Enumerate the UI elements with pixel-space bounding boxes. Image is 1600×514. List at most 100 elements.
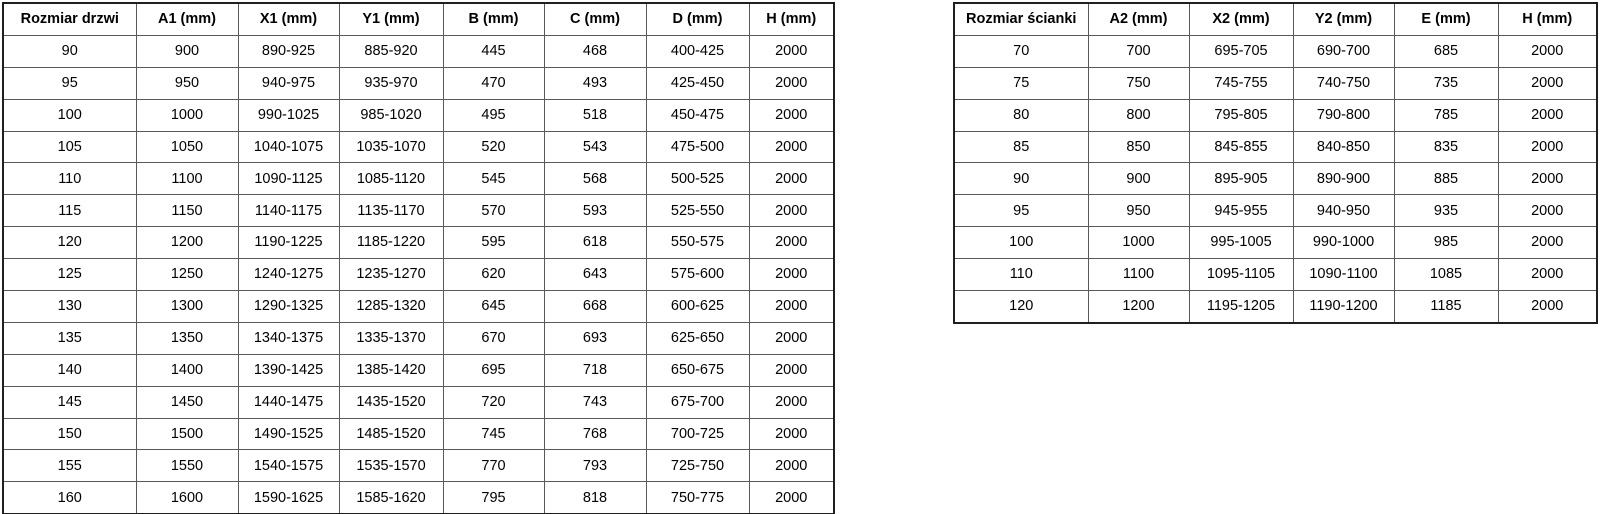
cell: 1095-1105 bbox=[1188, 258, 1294, 292]
cell: 550-575 bbox=[645, 226, 750, 260]
cell: 745-755 bbox=[1188, 66, 1294, 100]
door-size-table: Rozmiar drzwi A1 (mm) X1 (mm) Y1 (mm) B (mm)… bbox=[2, 2, 835, 514]
cell: 693 bbox=[543, 321, 647, 355]
table-row: 160 1600 1590-1625 1585-1620 795 818 750-775 20… bbox=[2, 481, 835, 514]
cell: 935-970 bbox=[338, 66, 444, 100]
cell: 470 bbox=[442, 66, 545, 100]
column-header: A2 (mm) bbox=[1087, 2, 1190, 36]
cell: 1085-1120 bbox=[338, 162, 444, 196]
cell: 845-855 bbox=[1188, 130, 1294, 164]
cell: 1090-1100 bbox=[1292, 258, 1395, 292]
cell: 725-750 bbox=[645, 449, 750, 483]
cell: 120 bbox=[2, 226, 137, 260]
table-row: 150 1500 1490-1525 1485-1520 745 768 700-725 20… bbox=[2, 417, 835, 451]
cell: 1285-1320 bbox=[338, 290, 444, 323]
cell: 593 bbox=[543, 194, 647, 228]
cell: 1450 bbox=[135, 385, 239, 419]
cell: 675-700 bbox=[645, 385, 750, 419]
cell: 2000 bbox=[1497, 194, 1598, 228]
table-row: 100 1000 990-1025 985-1020 495 518 450-475 2000 bbox=[2, 98, 835, 132]
cell: 643 bbox=[543, 258, 647, 292]
cell: 1140-1175 bbox=[237, 194, 340, 228]
cell: 1540-1575 bbox=[237, 449, 340, 483]
cell: 600-625 bbox=[645, 290, 750, 323]
header-row: Rozmiar ścianki A2 (mm) X2 (mm) Y2 (mm) E (m… bbox=[953, 2, 1598, 36]
table-row: 155 1550 1540-1575 1535-1570 770 793 725-750 20… bbox=[2, 449, 835, 483]
cell: 493 bbox=[543, 66, 647, 100]
cell: 520 bbox=[442, 130, 545, 164]
cell: 995-1005 bbox=[1188, 226, 1294, 260]
wall-size-table-section: Rozmiar ścianki A2 (mm) X2 (mm) Y2 (mm) E (m… bbox=[953, 2, 1598, 324]
cell: 2000 bbox=[748, 290, 835, 323]
cell: 890-925 bbox=[237, 34, 340, 68]
cell: 2000 bbox=[748, 226, 835, 260]
cell: 1385-1420 bbox=[338, 353, 444, 387]
wall-size-table: Rozmiar ścianki A2 (mm) X2 (mm) Y2 (mm) E (m… bbox=[953, 2, 1598, 324]
cell: 1090-1125 bbox=[237, 162, 340, 196]
table-row: 110 1100 1090-1125 1085-1120 545 568 500-525 20… bbox=[2, 162, 835, 196]
cell: 2000 bbox=[1497, 66, 1598, 100]
table-row: 95 950 940-975 935-970 470 493 425-450 2000 bbox=[2, 66, 835, 100]
cell: 1485-1520 bbox=[338, 417, 444, 451]
cell: 570 bbox=[442, 194, 545, 228]
cell: 940-975 bbox=[237, 66, 340, 100]
cell: 790-800 bbox=[1292, 98, 1395, 132]
cell: 645 bbox=[442, 290, 545, 323]
cell: 1185 bbox=[1393, 290, 1499, 324]
cell: 2000 bbox=[1497, 290, 1598, 324]
cell: 750-775 bbox=[645, 481, 750, 514]
column-header: X1 (mm) bbox=[237, 2, 340, 36]
cell: 160 bbox=[2, 481, 137, 514]
cell: 2000 bbox=[1497, 34, 1598, 68]
cell: 795-805 bbox=[1188, 98, 1294, 132]
cell: 95 bbox=[953, 194, 1089, 228]
cell: 2000 bbox=[1497, 226, 1598, 260]
cell: 468 bbox=[543, 34, 647, 68]
cell: 2000 bbox=[1497, 130, 1598, 164]
cell: 110 bbox=[2, 162, 137, 196]
column-header: C (mm) bbox=[543, 2, 647, 36]
cell: 145 bbox=[2, 385, 137, 419]
cell: 2000 bbox=[748, 321, 835, 355]
cell: 900 bbox=[135, 34, 239, 68]
cell: 518 bbox=[543, 98, 647, 132]
column-header: D (mm) bbox=[645, 2, 750, 36]
cell: 105 bbox=[2, 130, 137, 164]
cell: 1195-1205 bbox=[1188, 290, 1294, 324]
cell: 2000 bbox=[748, 481, 835, 514]
cell: 718 bbox=[543, 353, 647, 387]
cell: 95 bbox=[2, 66, 137, 100]
cell: 2000 bbox=[1497, 162, 1598, 196]
column-header: B (mm) bbox=[442, 2, 545, 36]
column-header: Y1 (mm) bbox=[338, 2, 444, 36]
column-header: H (mm) bbox=[748, 2, 835, 36]
cell: 445 bbox=[442, 34, 545, 68]
table-row: 70 700 695-705 690-700 685 2000 bbox=[953, 34, 1598, 68]
cell: 120 bbox=[953, 290, 1089, 324]
cell: 1390-1425 bbox=[237, 353, 340, 387]
table-row: 115 1150 1140-1175 1135-1170 570 593 525-550 20… bbox=[2, 194, 835, 228]
cell: 475-500 bbox=[645, 130, 750, 164]
cell: 155 bbox=[2, 449, 137, 483]
cell: 1100 bbox=[1087, 258, 1190, 292]
cell: 700-725 bbox=[645, 417, 750, 451]
cell: 150 bbox=[2, 417, 137, 451]
cell: 1240-1275 bbox=[237, 258, 340, 292]
cell: 1250 bbox=[135, 258, 239, 292]
cell: 1200 bbox=[1087, 290, 1190, 324]
cell: 2000 bbox=[1497, 258, 1598, 292]
table-row: 90 900 890-925 885-920 445 468 400-425 2000 bbox=[2, 34, 835, 68]
cell: 685 bbox=[1393, 34, 1499, 68]
cell: 1100 bbox=[135, 162, 239, 196]
cell: 1050 bbox=[135, 130, 239, 164]
cell: 950 bbox=[1087, 194, 1190, 228]
cell: 1085 bbox=[1393, 258, 1499, 292]
cell: 1190-1225 bbox=[237, 226, 340, 260]
table-row: 100 1000 995-1005 990-1000 985 2000 bbox=[953, 226, 1598, 260]
cell: 935 bbox=[1393, 194, 1499, 228]
cell: 745 bbox=[442, 417, 545, 451]
cell: 940-950 bbox=[1292, 194, 1395, 228]
table-row: 75 750 745-755 740-750 735 2000 bbox=[953, 66, 1598, 100]
column-header: Rozmiar ścianki bbox=[953, 2, 1089, 36]
